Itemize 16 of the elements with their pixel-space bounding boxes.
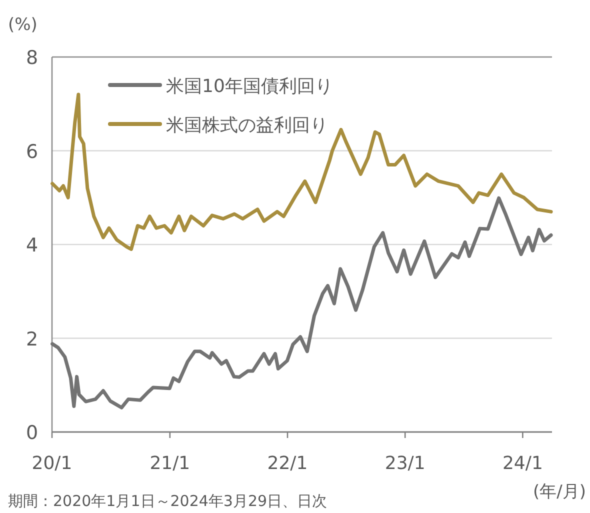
x-tick-label: 23/1 — [384, 453, 426, 474]
text: 期間：2020年1月1日～2024年3月29日、日次 — [8, 492, 328, 510]
y-tick-label: 6 — [26, 140, 38, 163]
y-tick-label: 2 — [26, 328, 38, 350]
x-tick-label: 20/1 — [32, 453, 72, 474]
x-axis-title: (年/月) — [533, 482, 586, 502]
x-tick-label: 22/1 — [267, 453, 308, 474]
line-series — [50, 196, 553, 410]
x-tick-label: 21/1 — [150, 453, 190, 474]
y-tick-label: 0 — [26, 422, 38, 444]
y-axis-title: (%) — [8, 15, 38, 35]
y-tick-label: 4 — [26, 234, 38, 256]
legend-label: 米国10年国債利回り — [166, 76, 333, 97]
legend-label: 米国株式の益利回り — [166, 115, 328, 136]
x-tick-label: 24/1 — [502, 453, 543, 474]
y-tick-label: 8 — [26, 47, 38, 69]
